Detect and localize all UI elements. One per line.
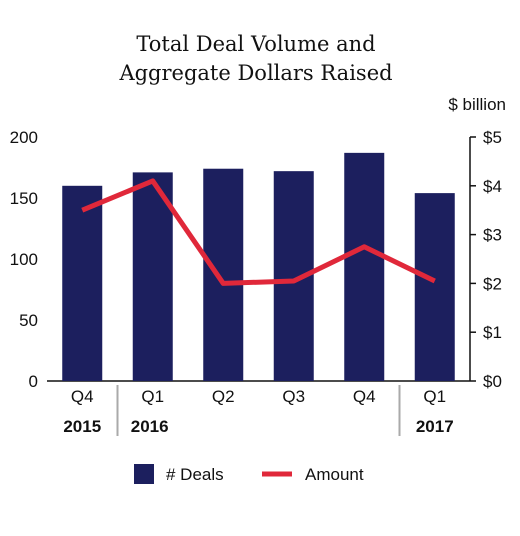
x-tick-label: Q4: [71, 387, 94, 406]
left-axis-tick-label: 0: [29, 372, 38, 391]
bar: [203, 168, 244, 381]
legend-amount-label: Amount: [305, 465, 364, 484]
bar: [62, 185, 103, 381]
right-axis-tick-label: $0: [483, 372, 502, 391]
year-group-label: 2016: [131, 417, 169, 436]
legend-deals-swatch: [134, 464, 154, 484]
x-tick-label: Q3: [282, 387, 305, 406]
left-axis-tick-label: 50: [19, 311, 38, 330]
right-axis-unit-label: $ billion: [448, 95, 506, 114]
chart-title-line-2: Aggregate Dollars Raised: [118, 61, 392, 85]
left-axis-tick-label: 150: [10, 189, 38, 208]
chart-title: Total Deal Volume and Aggregate Dollars …: [118, 32, 392, 85]
bar: [414, 193, 455, 381]
bar-series: [62, 152, 455, 381]
x-axis-labels: Q4 Q1 Q2 Q3 Q4 Q1 2015 2016 2017: [63, 385, 454, 436]
bar: [344, 152, 385, 381]
bar: [132, 172, 173, 381]
x-tick-label: Q1: [423, 387, 446, 406]
line-series: [81, 178, 436, 286]
year-group-label: 2015: [63, 417, 101, 436]
axes: 0 50 100 150 200 $0 $1 $2 $3 $4 $5: [10, 128, 502, 391]
right-axis-tick-label: $2: [483, 274, 502, 293]
right-axis-tick-label: $4: [483, 177, 502, 196]
left-axis-tick-label: 200: [10, 128, 38, 147]
x-tick-label: Q4: [353, 387, 376, 406]
left-axis-tick-label: 100: [10, 250, 38, 269]
x-tick-label: Q2: [212, 387, 235, 406]
legend: # Deals Amount: [134, 464, 364, 484]
right-axis-tick-label: $5: [483, 128, 502, 147]
year-group-label: 2017: [416, 417, 454, 436]
amount-line: [81, 178, 436, 286]
chart-title-line-1: Total Deal Volume and: [136, 32, 375, 56]
right-axis-tick-label: $3: [483, 226, 502, 245]
right-axis-tick-label: $1: [483, 323, 502, 342]
legend-deals-label: # Deals: [166, 465, 224, 484]
x-tick-label: Q1: [141, 387, 164, 406]
